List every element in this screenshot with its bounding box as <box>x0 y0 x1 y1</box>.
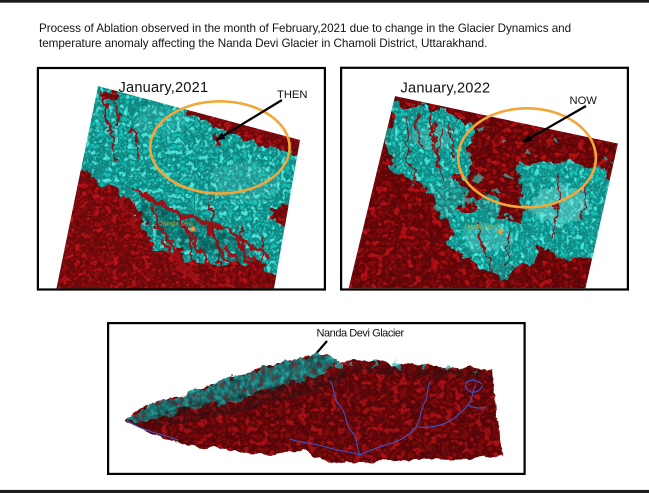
svg-text:January,2022: January,2022 <box>401 80 491 96</box>
svg-text:Nanda Devi: Nanda Devi <box>465 225 497 231</box>
svg-text:Nanda Devi Glacier: Nanda Devi Glacier <box>317 328 405 340</box>
svg-text:January,2021: January,2021 <box>119 80 209 96</box>
svg-text:Nanda Devi: Nanda Devi <box>161 222 193 228</box>
svg-text:NOW: NOW <box>570 95 598 107</box>
svg-text:THEN: THEN <box>277 89 307 101</box>
